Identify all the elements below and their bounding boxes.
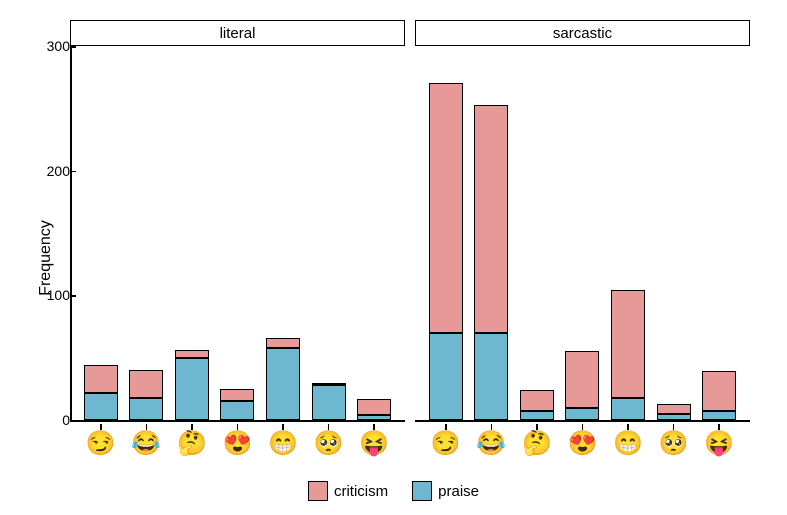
x-tick-emoji: 😍 (223, 432, 253, 456)
bar-segment-praise (84, 393, 118, 420)
x-ticks: 😏 😂 🤔 😍 😁 🥺 😝 (415, 420, 750, 456)
x-axis-line (415, 420, 750, 422)
x-tick-emoji: 🤔 (177, 432, 207, 456)
panel-sarcastic: sarcastic😏😂🤔😍😁🥺😝 (415, 20, 750, 420)
x-tick-emoji: 😂 (131, 432, 161, 456)
bar-segment-praise (312, 385, 346, 420)
x-axis-line (70, 420, 405, 422)
x-tick: 😁 (266, 424, 300, 456)
bar-stack (266, 338, 300, 420)
x-tick-emoji: 😝 (359, 432, 389, 456)
x-tick: 😂 (474, 424, 508, 456)
x-tick-emoji: 🤔 (522, 432, 552, 456)
x-tick-emoji: 😏 (431, 432, 461, 456)
bar-segment-praise (565, 408, 599, 420)
plot-area: 😏😂🤔😍😁🥺😝 (415, 46, 750, 420)
bar-stack (611, 290, 645, 420)
plot-area: 😏😂🤔😍😁🥺😝 (70, 46, 405, 420)
y-axis: 0100200300 (30, 46, 70, 420)
bar-segment-criticism (129, 370, 163, 397)
x-tick: 😏 (429, 424, 463, 456)
panel-header: sarcastic (415, 20, 750, 46)
x-tick: 🥺 (657, 424, 691, 456)
y-tick: 100 (30, 287, 70, 303)
bar-segment-criticism (565, 351, 599, 407)
y-tick: 0 (30, 412, 70, 428)
bar-segment-criticism (266, 338, 300, 348)
x-tick: 😝 (702, 424, 736, 456)
x-tick: 😏 (84, 424, 118, 456)
x-tick: 🥺 (312, 424, 346, 456)
bar-segment-criticism (175, 350, 209, 357)
bar-segment-praise (520, 411, 554, 420)
x-tick: 😝 (357, 424, 391, 456)
legend-item-criticism: criticism (308, 481, 388, 501)
bar-segment-criticism (657, 404, 691, 414)
bar-stack (357, 399, 391, 420)
bar-stack (520, 390, 554, 420)
bar-segment-criticism (429, 83, 463, 332)
x-tick: 😍 (565, 424, 599, 456)
bars-region (415, 46, 750, 420)
bar-segment-praise (129, 398, 163, 420)
bar-stack (312, 383, 346, 420)
bar-segment-criticism (84, 365, 118, 392)
panel-header: literal (70, 20, 405, 46)
legend-label: criticism (334, 483, 388, 500)
bar-segment-criticism (520, 390, 554, 411)
bar-stack (129, 370, 163, 420)
bar-stack (220, 389, 254, 420)
x-tick-emoji: 😍 (568, 432, 598, 456)
x-tick: 🤔 (175, 424, 209, 456)
bar-segment-praise (474, 333, 508, 420)
bar-stack (175, 350, 209, 420)
legend-swatch (308, 481, 328, 501)
x-tick: 😍 (220, 424, 254, 456)
bar-segment-praise (220, 401, 254, 420)
x-tick-emoji: 😁 (268, 432, 298, 456)
x-tick: 🤔 (520, 424, 554, 456)
x-tick: 😂 (129, 424, 163, 456)
panels-region: literal😏😂🤔😍😁🥺😝sarcastic😏😂🤔😍😁🥺😝 (70, 20, 750, 420)
bar-stack (429, 83, 463, 420)
legend-swatch (412, 481, 432, 501)
x-tick: 😁 (611, 424, 645, 456)
bar-segment-praise (702, 411, 736, 420)
bar-stack (657, 404, 691, 420)
bar-segment-criticism (357, 399, 391, 415)
legend-label: praise (438, 483, 479, 500)
y-tick: 300 (30, 38, 70, 54)
bars-region (70, 46, 405, 420)
bar-segment-criticism (220, 389, 254, 401)
bar-segment-criticism (702, 371, 736, 411)
bar-segment-criticism (474, 105, 508, 333)
y-tick: 200 (30, 163, 70, 179)
x-tick-emoji: 😝 (704, 432, 734, 456)
x-tick-emoji: 🥺 (659, 432, 689, 456)
bar-segment-praise (611, 398, 645, 420)
x-tick-emoji: 🥺 (314, 432, 344, 456)
bar-segment-praise (266, 348, 300, 420)
bar-stack (84, 365, 118, 420)
x-tick-emoji: 😂 (476, 432, 506, 456)
chart-container: Frequency 0100200300 literal😏😂🤔😍😁🥺😝sarca… (0, 0, 787, 515)
x-tick-emoji: 😏 (86, 432, 116, 456)
bar-segment-criticism (611, 290, 645, 397)
bar-stack (565, 351, 599, 420)
bar-segment-praise (175, 358, 209, 420)
x-tick-emoji: 😁 (613, 432, 643, 456)
x-ticks: 😏 😂 🤔 😍 😁 🥺 😝 (70, 420, 405, 456)
bar-segment-praise (429, 333, 463, 420)
bar-stack (702, 371, 736, 420)
panel-literal: literal😏😂🤔😍😁🥺😝 (70, 20, 405, 420)
bar-stack (474, 105, 508, 420)
legend: criticism praise (0, 481, 787, 501)
legend-item-praise: praise (412, 481, 479, 501)
